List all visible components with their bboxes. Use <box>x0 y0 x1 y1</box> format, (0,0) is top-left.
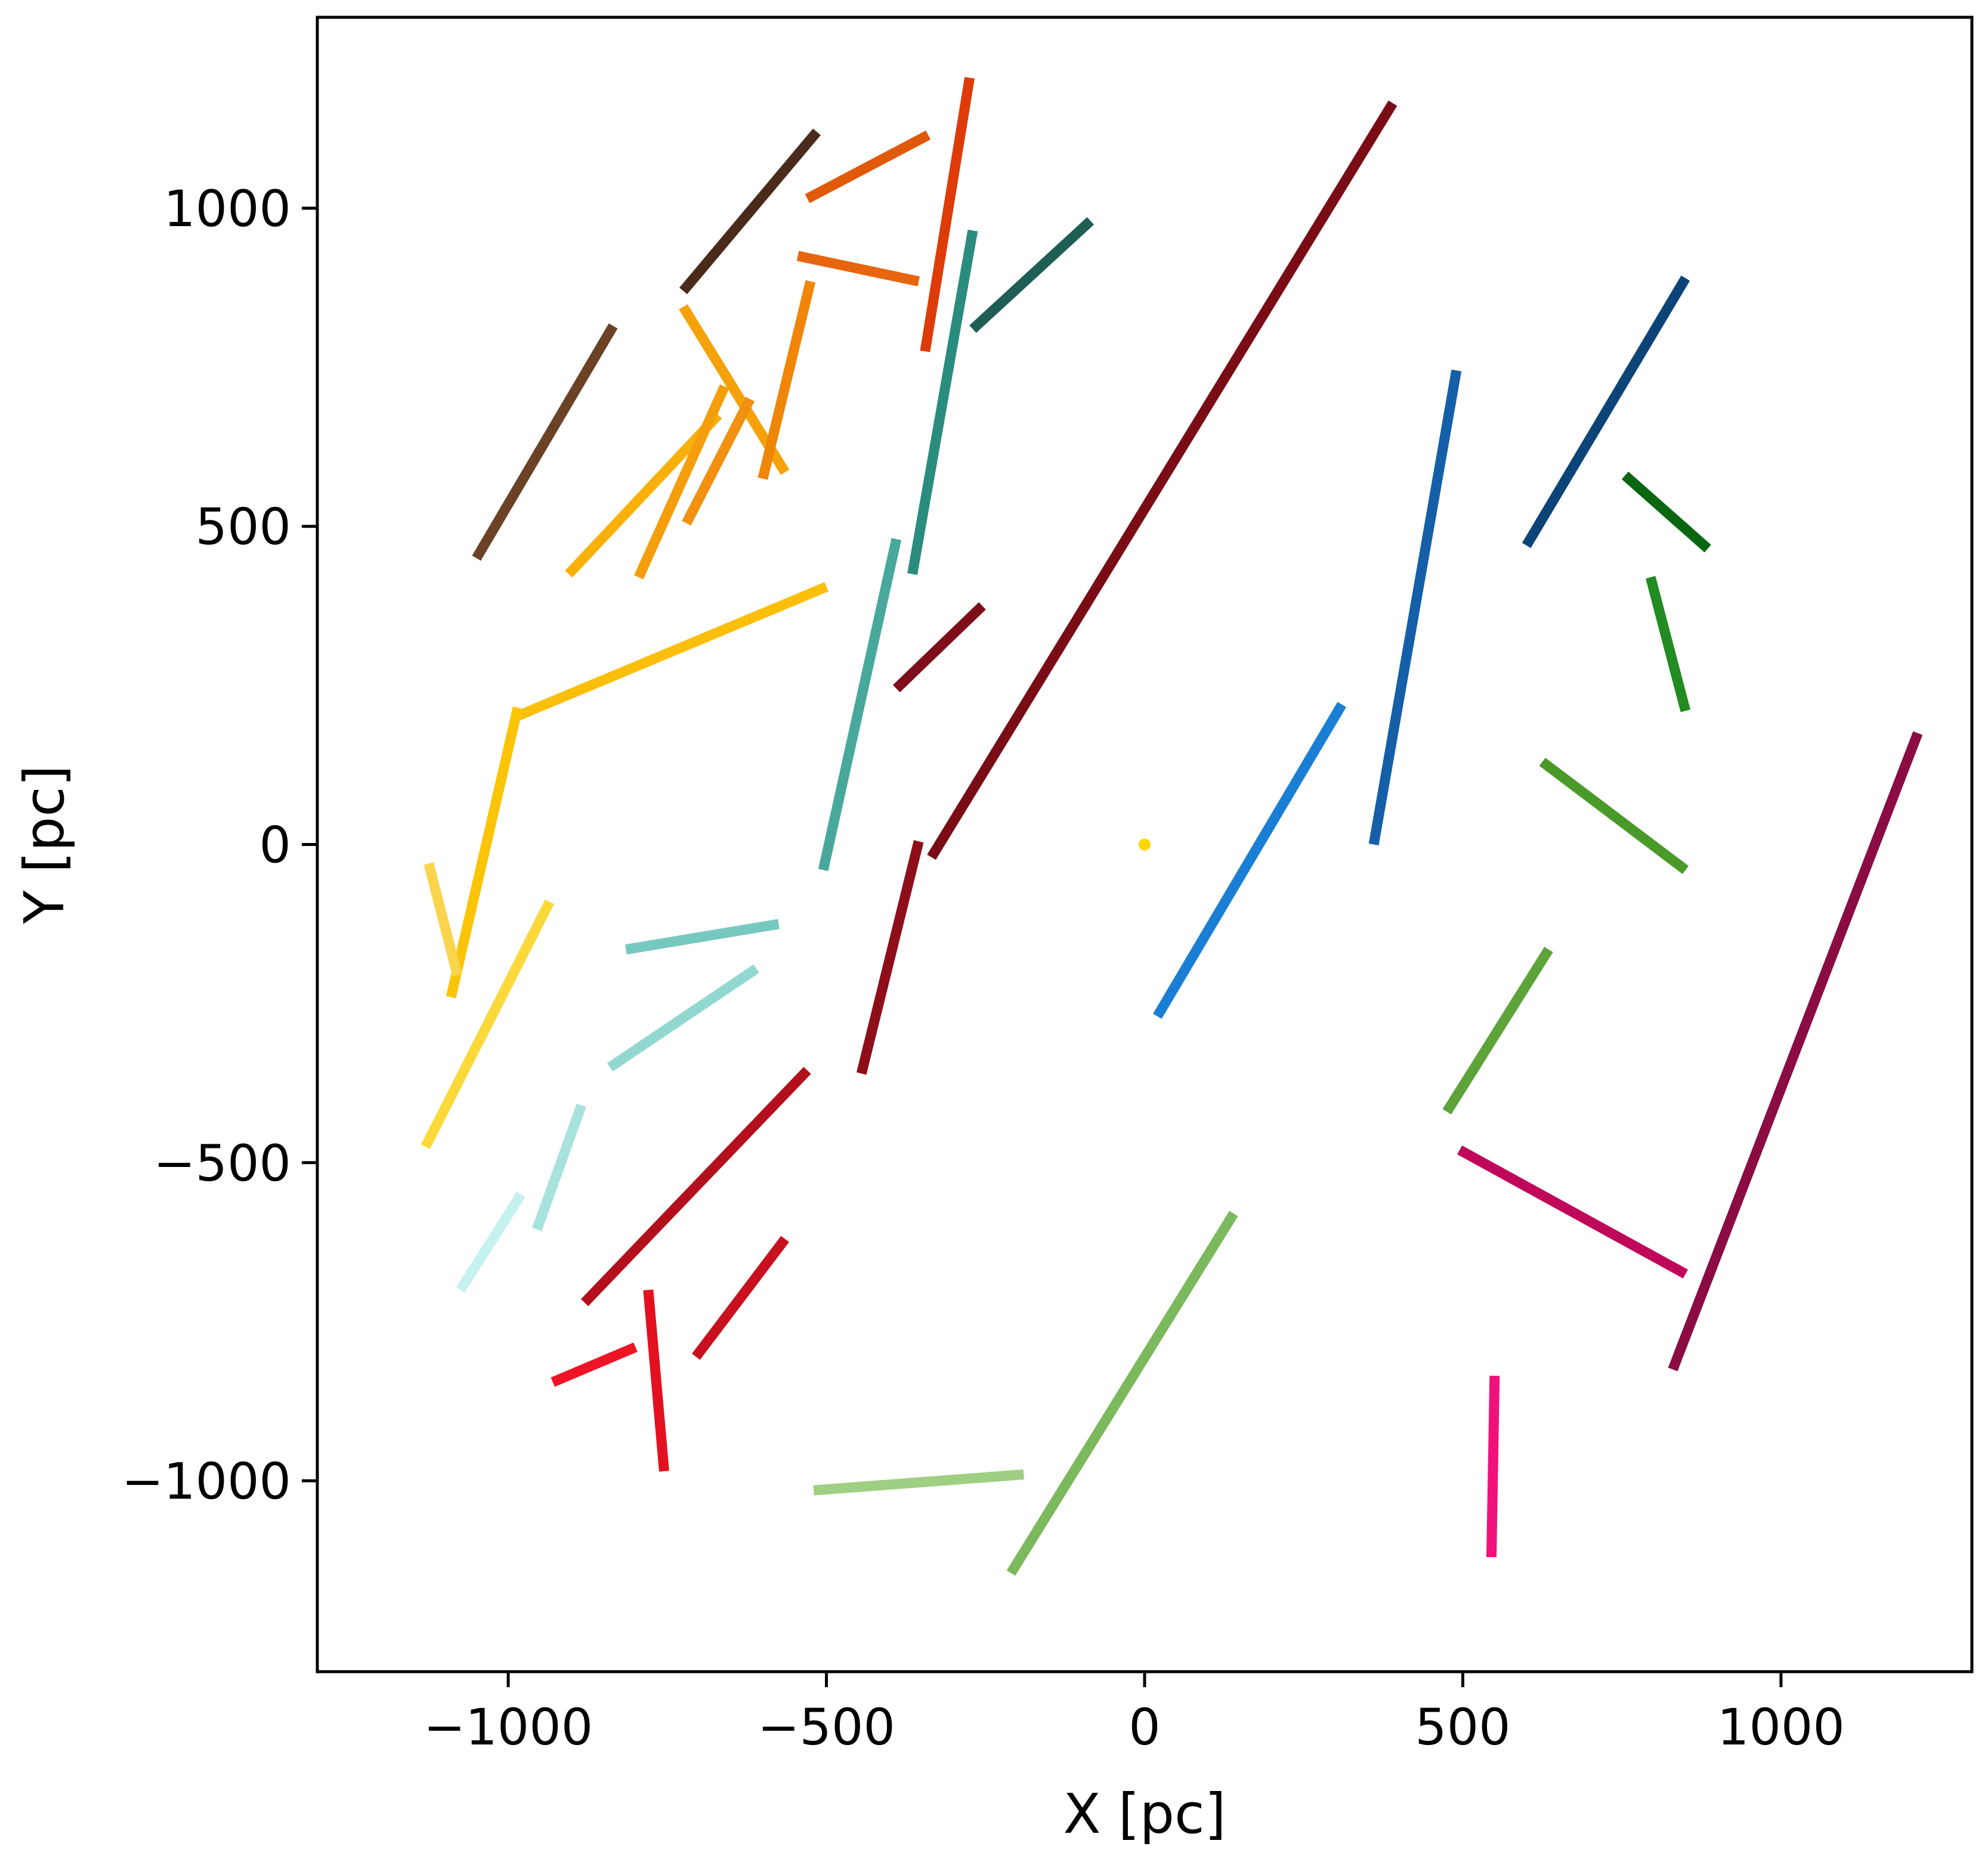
segment-23 <box>456 1191 525 1293</box>
segment-38 <box>1457 1145 1688 1279</box>
y-tick-label: −500 <box>153 1134 291 1193</box>
segment-1 <box>472 323 618 561</box>
segment-40 <box>1486 1375 1500 1558</box>
x-tick-label: 0 <box>1129 1698 1160 1756</box>
y-tick-label: 500 <box>196 498 291 556</box>
segment-9 <box>758 280 816 480</box>
y-axis-title: Y [pc] <box>13 765 76 924</box>
segment-17 <box>818 538 902 871</box>
x-tick-label: 500 <box>1415 1698 1510 1756</box>
segment-29 <box>813 1469 1024 1496</box>
segment-16 <box>421 899 555 1149</box>
point-1 <box>1139 838 1151 851</box>
y-tick-label: 0 <box>259 816 291 875</box>
segment-37 <box>1442 946 1553 1114</box>
segment-27 <box>551 1342 638 1387</box>
segment-20 <box>625 919 780 955</box>
segment-39 <box>1668 731 1923 1372</box>
axis-ticks: −1000 −500 0 500 1000 −1000 −500 0 500 1000 <box>122 180 1845 1756</box>
segment-6 <box>969 217 1095 333</box>
segment-22 <box>532 1103 586 1231</box>
segment-19 <box>927 100 1398 860</box>
segment-24 <box>856 840 924 1075</box>
x-tick-label: −1000 <box>423 1698 593 1756</box>
segment-5 <box>920 76 975 353</box>
plot-marks <box>421 76 1923 1576</box>
segment-12 <box>682 397 755 526</box>
segment-14 <box>446 706 523 999</box>
segment-21 <box>607 964 759 1072</box>
segment-13 <box>512 582 828 722</box>
x-axis-title: X [pc] <box>1063 1782 1226 1846</box>
segment-32 <box>1368 369 1462 845</box>
y-tick-label: 1000 <box>163 180 291 238</box>
segment-28 <box>643 1289 669 1472</box>
segment-26 <box>692 1236 789 1360</box>
segment-15 <box>423 862 462 977</box>
segment-33 <box>1522 275 1690 548</box>
segment-35 <box>1645 576 1691 712</box>
y-tick-label: −1000 <box>122 1452 291 1511</box>
segment-30 <box>1006 1211 1238 1576</box>
segment-36 <box>1539 758 1689 874</box>
x-tick-label: 1000 <box>1717 1698 1845 1756</box>
segment-31 <box>1153 702 1347 1019</box>
segment-25 <box>580 1067 811 1307</box>
segment-7 <box>907 229 978 575</box>
segment-10 <box>565 411 722 578</box>
segment-11 <box>634 384 729 580</box>
segment-18 <box>893 602 986 693</box>
x-tick-label: −500 <box>758 1698 895 1756</box>
segment-4 <box>796 251 920 286</box>
segment-34 <box>1621 471 1711 552</box>
segment-2 <box>679 128 821 295</box>
segment-3 <box>805 130 931 203</box>
